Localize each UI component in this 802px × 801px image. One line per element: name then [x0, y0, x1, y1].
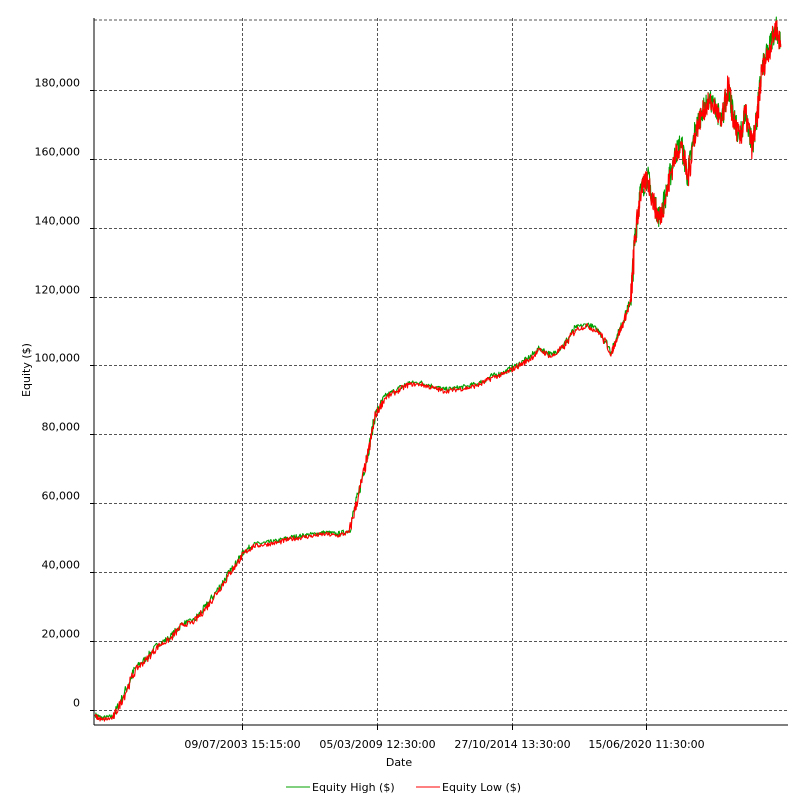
y-tick-label: 60,000: [42, 490, 81, 503]
y-tick-label: 120,000: [35, 284, 81, 297]
series: [94, 16, 782, 722]
y-tick-label: 140,000: [35, 215, 81, 228]
x-ticks: 09/07/2003 15:15:00 05/03/2009 12:30:00 27…: [184, 725, 705, 751]
x-tick-label: 05/03/2009 12:30:00: [319, 738, 435, 751]
y-tick-label: 160,000: [35, 146, 81, 159]
y-tick-label: 100,000: [35, 352, 81, 365]
x-tick-label: 09/07/2003 15:15:00: [184, 738, 300, 751]
series-line-equity-low: [94, 19, 782, 722]
axes: [93, 18, 788, 726]
y-tick-label: 0: [73, 697, 80, 710]
y-tick-label: 20,000: [42, 628, 81, 641]
x-axis-title: Date: [386, 756, 413, 769]
y-tick-label: 80,000: [42, 421, 81, 434]
y-tick-label: 40,000: [42, 559, 81, 572]
y-tick-label: 180,000: [35, 77, 81, 90]
legend: Equity High ($) Equity Low ($): [286, 781, 521, 794]
y-axis-title: Equity ($): [20, 343, 33, 397]
legend-label-equity-high: Equity High ($): [312, 781, 395, 794]
y-ticks: 0 20,000 40,000 60,000 80,000 100,000 120,000 1…: [35, 77, 94, 711]
x-tick-label: 27/10/2014 13:30:00: [454, 738, 570, 751]
grid: [94, 18, 788, 725]
x-tick-label: 15/06/2020 11:30:00: [588, 738, 704, 751]
legend-label-equity-low: Equity Low ($): [442, 781, 521, 794]
